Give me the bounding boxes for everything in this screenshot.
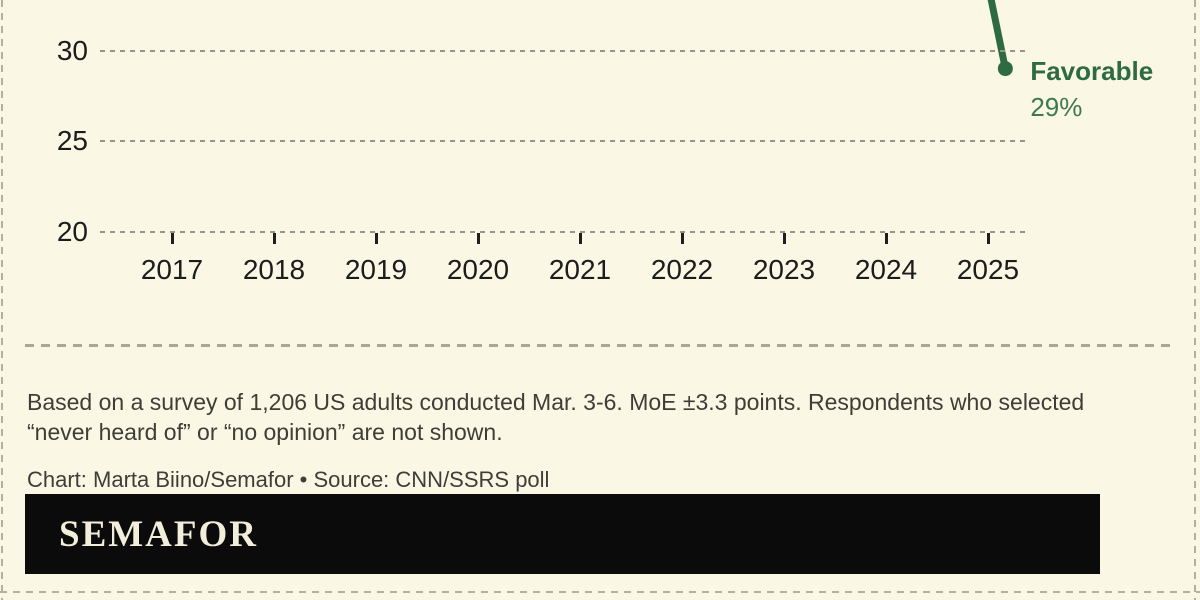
semafor-wordmark: SEMAFOR [59, 513, 258, 555]
x-axis-tick-2025 [986, 233, 990, 244]
x-axis-tick-2022 [680, 233, 684, 244]
gridline-y-30 [100, 49, 1025, 52]
page-border-right [1194, 0, 1196, 600]
series-value-favorable: 29% [1030, 91, 1083, 122]
x-axis-label-2022: 2022 [650, 254, 714, 285]
x-axis-label-2023: 2023 [752, 254, 816, 285]
x-axis-tick-2017 [170, 233, 174, 244]
y-axis-label-30: 30 [56, 34, 88, 66]
chart-area: Favorable 29% 20 25 30 2017 2018 2019 2020 2021… [56, 0, 1154, 285]
x-axis-tick-2019 [374, 233, 378, 244]
semafor-logo-bar: SEMAFOR [25, 494, 1100, 574]
x-axis-tick-2018 [272, 233, 276, 244]
y-axis-label-20: 20 [56, 215, 88, 247]
x-axis-label-2025: 2025 [956, 254, 1020, 285]
x-axis-tick-2020 [476, 233, 480, 244]
methodology-note: Based on a survey of 1,206 US adults con… [27, 389, 1085, 445]
favorable-line-segment [987, 0, 1009, 70]
footer-separator [25, 344, 1175, 347]
x-axis-label-2024: 2024 [854, 254, 918, 285]
gridline-y-25 [100, 140, 1025, 142]
page-border-left [1, 0, 3, 600]
y-axis-label-25: 25 [56, 125, 88, 156]
chart-credit: Chart: Marta Biino/Semafor • Source: CNN… [27, 467, 550, 492]
x-axis-label-2018: 2018 [242, 254, 306, 285]
gridline-y-20 [100, 230, 1025, 233]
x-axis-tick-2023 [782, 233, 786, 244]
x-axis-tick-2021 [578, 233, 582, 244]
favorable-endpoint-dot [997, 61, 1013, 77]
x-axis-label-2017: 2017 [140, 254, 204, 285]
x-axis-tick-2024 [884, 233, 888, 244]
x-axis-label-2020: 2020 [446, 254, 510, 285]
favorable-trend-line [987, 0, 1013, 77]
x-axis-label-2021: 2021 [548, 254, 612, 285]
series-label-favorable: Favorable [1030, 55, 1154, 86]
x-axis-label-2019: 2019 [344, 254, 408, 285]
page-border-bottom [0, 591, 1200, 593]
